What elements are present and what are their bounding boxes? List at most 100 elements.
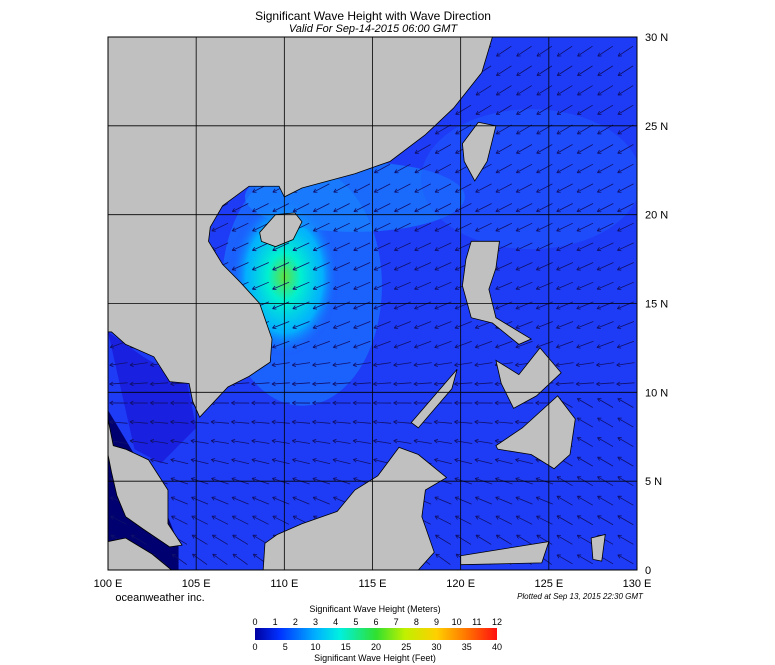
direction-arrow [332, 321, 351, 330]
direction-arrow [616, 362, 635, 367]
direction-arrow [494, 458, 513, 465]
direction-arrow [333, 281, 351, 291]
direction-arrow [474, 400, 493, 406]
lat-label: 25 N [645, 121, 668, 133]
lon-label: 110 E [270, 578, 298, 590]
direction-arrow [373, 362, 392, 367]
lat-label: 0 [645, 565, 651, 577]
lat-label: 15 N [645, 299, 668, 311]
direction-arrow [474, 340, 493, 349]
direction-arrow [576, 456, 593, 467]
direction-arrow [211, 496, 229, 505]
direction-arrow [251, 496, 270, 505]
direction-arrow [312, 340, 330, 349]
direction-arrow [232, 534, 249, 545]
direction-arrow [474, 362, 493, 367]
direction-arrow [434, 534, 451, 545]
meters-tick-label: 6 [373, 617, 378, 627]
lon-label: 120 E [446, 578, 475, 590]
direction-arrow [231, 438, 250, 444]
direction-arrow [455, 534, 472, 545]
direction-arrow [536, 203, 553, 213]
direction-arrow [129, 400, 148, 406]
map-frame [107, 36, 638, 571]
direction-arrow [394, 163, 411, 174]
direction-arrow [555, 381, 574, 387]
direction-arrow [576, 104, 593, 115]
direction-arrow [535, 242, 553, 252]
direction-arrow [231, 515, 249, 525]
direction-arrow [434, 496, 452, 505]
direction-arrow [212, 553, 228, 565]
direction-arrow [556, 495, 573, 506]
direction-arrow [556, 262, 574, 271]
direction-arrow [191, 515, 208, 525]
direction-arrow [596, 340, 614, 349]
direction-arrow [434, 515, 452, 525]
direction-arrow [352, 419, 371, 425]
meters-tick-label: 12 [492, 617, 502, 627]
direction-arrow [109, 419, 128, 425]
title: Significant Wave Height with Wave Direct… [255, 9, 491, 23]
feet-tick-label: 40 [492, 642, 502, 652]
direction-arrow [617, 65, 634, 77]
direction-arrow [271, 381, 290, 387]
direction-arrow [536, 45, 553, 57]
direction-arrow [597, 144, 614, 154]
direction-arrow [556, 222, 573, 232]
direction-arrow [617, 262, 634, 271]
direction-arrow [556, 321, 574, 330]
direction-arrow [596, 222, 614, 232]
direction-arrow [129, 438, 148, 444]
direction-arrow [312, 458, 331, 465]
meters-tick-label: 8 [414, 617, 419, 627]
direction-arrow [577, 65, 593, 77]
direction-arrow [252, 515, 269, 525]
direction-arrow [393, 400, 412, 406]
direction-arrow [129, 381, 148, 387]
luzon [462, 240, 533, 345]
meters-tick-label: 9 [434, 617, 439, 627]
direction-arrow [535, 262, 553, 271]
direction-arrow [231, 242, 249, 252]
direction-arrow [516, 534, 533, 545]
direction-arrow [109, 381, 128, 387]
direction-arrow [495, 104, 512, 115]
direction-arrow [393, 340, 412, 349]
lon-label: 100 E [94, 578, 123, 590]
direction-arrow [414, 301, 432, 310]
direction-arrow [149, 400, 169, 406]
direction-arrow [515, 144, 533, 154]
direction-arrow [597, 163, 614, 174]
direction-arrow [596, 262, 614, 271]
meters-tick-label: 2 [293, 617, 298, 627]
lon-label: 130 E [623, 578, 652, 590]
direction-arrow [292, 340, 310, 349]
direction-arrow [516, 124, 533, 135]
direction-arrow [556, 554, 573, 565]
direction-arrow [211, 222, 229, 232]
direction-arrow [129, 419, 148, 425]
direction-arrow [190, 438, 209, 444]
direction-arrow [312, 381, 331, 387]
map [108, 37, 637, 570]
direction-arrow [454, 362, 473, 367]
direction-arrow [495, 515, 513, 525]
direction-arrow [596, 281, 614, 291]
direction-arrow [616, 340, 635, 349]
direction-arrow [150, 438, 169, 444]
direction-arrow [515, 340, 533, 349]
colorbar [255, 628, 497, 640]
direction-arrow [373, 242, 391, 252]
direction-arrow [434, 321, 452, 330]
sumatra [108, 537, 173, 570]
direction-arrow [536, 163, 553, 174]
direction-arrow [373, 203, 391, 213]
direction-arrow [515, 458, 533, 465]
direction-arrow [433, 419, 453, 425]
direction-arrow [333, 222, 350, 232]
direction-arrow [312, 281, 330, 291]
direction-arrow [434, 458, 452, 465]
direction-arrow [170, 400, 189, 406]
